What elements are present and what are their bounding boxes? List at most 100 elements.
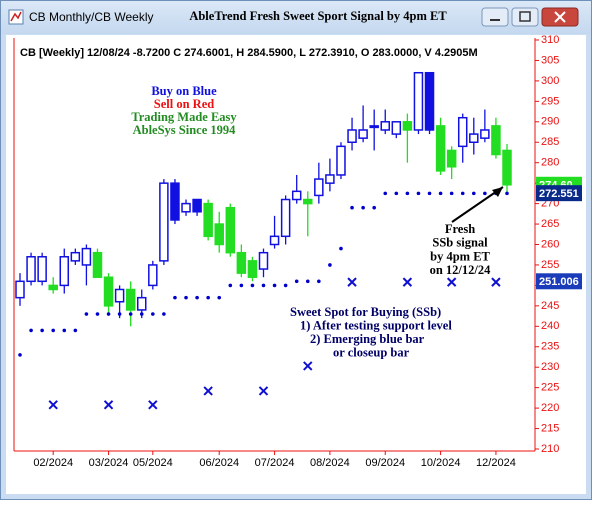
ssb-marker [303,361,313,371]
candle-body [491,125,501,156]
fresh-note: SSb signal [432,236,488,250]
stop-dot [250,283,255,288]
candle-body [380,121,390,131]
candle-body [236,251,247,274]
y-tick-label: 245 [541,300,559,312]
candle-body [48,284,58,291]
chart-area [6,35,586,494]
candle-body [280,198,291,238]
y-tick-label: 305 [541,54,559,66]
candle-body [258,251,269,270]
stop-dot [228,283,233,288]
stop-dot [405,191,410,196]
ssb-note: Sweet Spot for Buying (SSb) [290,305,441,319]
stop-dot [128,312,133,316]
candle-body [125,288,136,311]
candle-body [247,260,258,278]
x-tick-label: 05/2024 [133,457,173,469]
candle-body [336,145,346,176]
candle-body [446,149,457,168]
y-tick-label: 240 [541,320,559,332]
x-tick-label: 03/2024 [89,457,129,469]
candle-body [137,296,147,311]
ssb-marker [103,400,114,410]
fresh-note: by 4pm ET [430,249,490,263]
y-tick-label: 310 [541,34,559,46]
y-tick-label: 230 [541,361,559,373]
stop-dot [460,191,465,196]
ssb-marker [148,400,158,410]
candle-body [457,116,468,148]
price-tag-label: 251.006 [539,276,579,288]
fresh-note: on 12/12/24 [430,263,492,277]
candle-body [314,178,324,197]
stop-dot [505,191,509,196]
candle-body [148,264,158,287]
x-tick-label: 10/2024 [421,457,461,469]
candle-body [369,125,379,129]
candle-body [225,206,236,254]
stop-dot [294,279,299,284]
x-tick-label: 12/2024 [476,457,516,469]
ssb-marker [491,277,501,287]
maximize-button[interactable] [511,7,539,27]
arrow-head [492,187,503,197]
stop-dot [272,283,277,288]
candle-body [192,198,202,213]
legend-text: Trading Made Easy [131,110,237,124]
close-glyph [554,11,566,23]
price-tag [536,273,582,290]
candle-body [480,129,490,139]
candle-body [424,71,435,131]
stop-dot [383,191,388,196]
stop-dot [449,191,454,196]
window-buttons [481,7,579,27]
chart-title: AbleTrend Fresh Sweet Sport Signal by 4p… [189,9,447,23]
ssb-marker [48,400,58,410]
stop-dot [106,312,111,316]
ssb-note: or closeup bar [333,345,410,359]
stop-dot [73,328,78,333]
candle-body [469,133,479,144]
x-tick-label: 08/2024 [310,457,350,469]
stop-dot [394,191,399,196]
candle-body [159,182,169,262]
stop-dot [217,295,222,300]
stop-dot [328,263,332,267]
stop-dot [84,312,89,316]
ssb-marker [258,386,269,396]
candle-body [114,288,125,303]
candle-body [214,223,224,246]
stop-dot [62,328,67,333]
legend-text: Sell on Red [154,97,214,111]
price-tag [536,185,582,202]
candle-body [203,202,213,238]
minimize-button[interactable] [481,7,509,27]
y-tick-label: 285 [541,136,559,148]
candle-body [26,256,36,283]
x-tick-label: 06/2024 [199,457,239,469]
ssb-note: 2) Emerging blue bar [310,332,425,346]
y-tick-label: 300 [541,75,559,87]
candle-body [347,129,357,143]
stop-dot [95,312,100,316]
candle-body [81,247,92,266]
stop-dot [317,279,321,284]
candle-body [358,129,368,139]
legend-text: AbleSys Since 1994 [133,123,237,137]
stop-dot [162,312,166,316]
y-tick-label: 290 [541,116,559,128]
y-tick-label: 260 [541,238,559,250]
stop-dot [206,295,210,300]
x-tick-label: 09/2024 [365,457,405,469]
candle-body [303,198,313,205]
stop-dot [372,205,376,210]
candle-body [103,276,114,307]
y-tick-label: 265 [541,218,559,230]
stop-dot [471,191,476,196]
stop-dot [239,283,244,288]
window-caption: CB Monthly/CB Weekly [29,10,153,24]
plot: 2102152202252302352402452502552602652702… [13,34,582,469]
stop-dot [261,283,266,288]
